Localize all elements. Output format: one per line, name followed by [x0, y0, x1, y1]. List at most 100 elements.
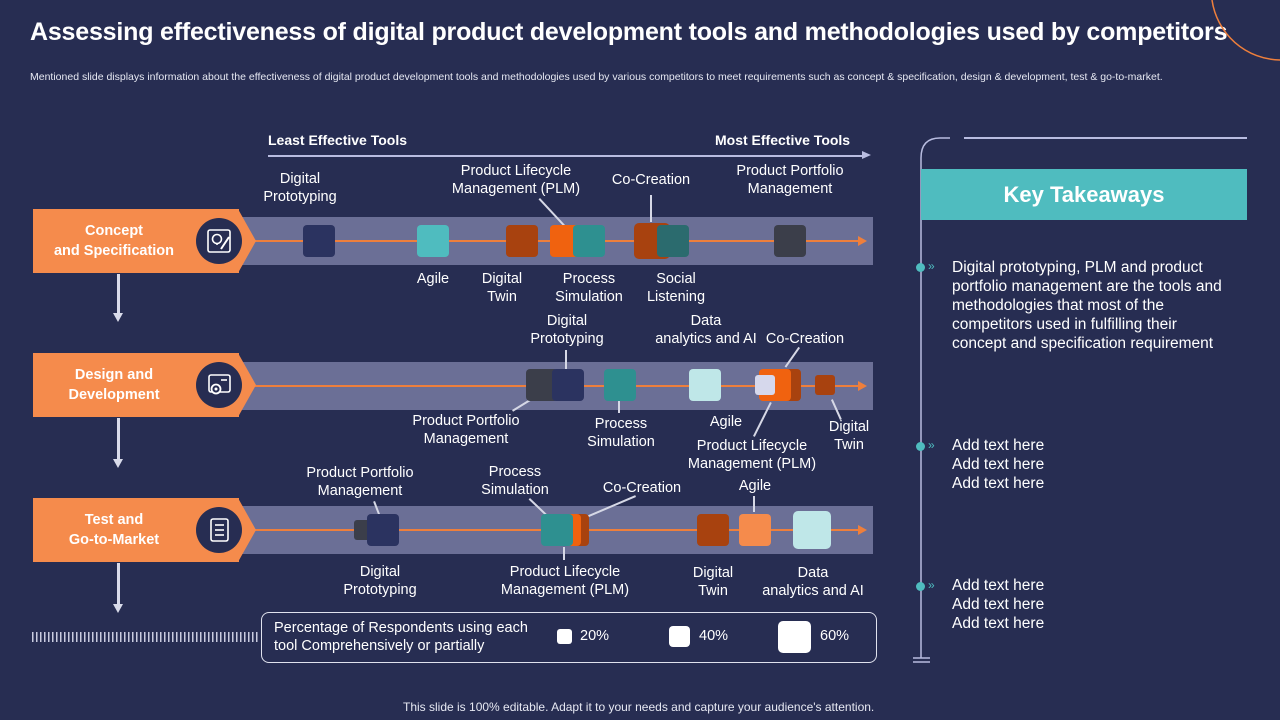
tool-label-line2: Management (PLM) [687, 456, 817, 472]
leader-line [565, 350, 567, 370]
flow-arrowhead-2 [113, 459, 123, 468]
tool-label-line2: Prototyping [530, 331, 604, 347]
flow-arrowhead-3 [113, 604, 123, 613]
tool-label: Agile [710, 413, 742, 431]
takeaway-point-3: Add text here Add text here Add text her… [952, 576, 1044, 633]
tool-label-line2: analytics and AI [762, 583, 864, 599]
tool-marker [573, 225, 605, 257]
stage-design-tip [238, 353, 256, 417]
stage-test-line1: Test and [84, 512, 144, 528]
tool-label-line1: Digital [546, 313, 588, 329]
tool-label-line1: Data [797, 565, 829, 581]
legend-label-60: 60% [820, 628, 850, 644]
tool-label: Co-Creation [766, 330, 844, 348]
tool-label: Digital Prototyping [263, 170, 336, 206]
tool-label-line1: Process [562, 271, 616, 287]
tool-label: Data analytics and AI [655, 312, 757, 348]
tool-label-line2: Listening [646, 289, 706, 305]
chevron-right-icon: » [928, 438, 935, 452]
gear-screen-icon [196, 362, 242, 408]
takeaway-1-line-3: methodologies that most of the [952, 297, 1164, 314]
tool-label: Product Portfolio Management [412, 412, 519, 448]
tool-marker [689, 369, 721, 401]
tool-label-line1: Digital [279, 171, 321, 187]
tool-label-line2: Management (PLM) [500, 582, 630, 598]
takeaway-1-line-5: concept and specification requirement [952, 335, 1214, 352]
stage-concept-tip [238, 209, 256, 273]
takeaway-bullet-2 [916, 442, 925, 451]
tool-label-line1: Agile [738, 478, 772, 494]
takeaway-bullet-1 [916, 263, 925, 272]
tool-label-line1: Digital [828, 419, 870, 435]
tool-label-line2: Twin [487, 289, 517, 305]
tool-label-line1: Product Portfolio [306, 465, 414, 481]
tool-marker [815, 375, 835, 395]
corner-arc-decoration [1211, 0, 1280, 61]
legend-swatch-20 [557, 629, 572, 644]
takeaway-2-line-3: Add text here [952, 475, 1045, 492]
tool-marker [657, 225, 689, 257]
page-subtitle: Mentioned slide displays information abo… [30, 71, 1163, 83]
tool-label: Digital Twin [829, 418, 869, 454]
tool-label-line1: Co-Creation [611, 172, 691, 188]
stage-test-tip [238, 498, 256, 562]
tool-label-line2: Management [423, 431, 509, 447]
tool-label: Process Simulation [555, 270, 623, 306]
effectiveness-axis-line [268, 155, 864, 157]
tool-label-line1: Product Lifecycle [696, 438, 808, 454]
tool-label-line1: Agile [416, 271, 450, 287]
effectiveness-axis-arrowhead [862, 151, 871, 159]
row-arrowhead-test [858, 525, 867, 535]
tool-label-line1: Product Lifecycle [460, 163, 572, 179]
tool-marker [774, 225, 806, 257]
chevron-right-icon: » [928, 578, 935, 592]
tool-label-line1: Digital [692, 565, 734, 581]
takeaway-bullet-3 [916, 582, 925, 591]
tool-label-line1: Social [656, 271, 696, 287]
tool-label-line1: Co-Creation [602, 480, 682, 496]
tool-marker [303, 225, 335, 257]
tool-label-line1: Co-Creation [765, 331, 845, 347]
stage-design-line1: Design and [74, 367, 154, 383]
takeaway-point-2: Add text here Add text here Add text her… [952, 436, 1044, 493]
tool-label-line2: Simulation [587, 434, 655, 450]
tool-label: Data analytics and AI [762, 564, 864, 600]
tool-label-line1: Product Portfolio [412, 413, 520, 429]
takeaway-3-line-3: Add text here [952, 615, 1045, 632]
takeaway-2-line-2: Add text here [952, 456, 1045, 473]
tool-label: Digital Prototyping [530, 312, 603, 348]
takeaway-2-line-1: Add text here [952, 437, 1045, 454]
tool-label-line2: Prototyping [263, 189, 337, 205]
dashed-divider [32, 632, 260, 642]
takeaway-point-1: Digital prototyping, PLM and product por… [952, 258, 1222, 353]
stage-test-line2: Go-to-Market [68, 532, 160, 548]
tool-label: Product Portfolio Management [736, 162, 843, 198]
tool-label: Product Lifecycle Management (PLM) [452, 162, 580, 198]
tool-label-line2: analytics and AI [655, 331, 757, 347]
legend-caption-line1: Percentage of Respondents using each [274, 620, 528, 636]
takeaways-top-line [964, 137, 1247, 139]
tool-label: Product Lifecycle Management (PLM) [501, 563, 629, 599]
tool-marker [793, 511, 831, 549]
tool-label-line2: Simulation [481, 482, 549, 498]
flow-arrow-shaft-3 [117, 563, 120, 605]
tool-label-line1: Agile [709, 414, 743, 430]
flow-arrowhead-1 [113, 313, 123, 322]
takeaway-3-line-1: Add text here [952, 577, 1045, 594]
tool-label: Product Lifecycle Management (PLM) [688, 437, 816, 473]
stage-design-line2: Development [68, 387, 160, 403]
tool-label-line2: Prototyping [343, 582, 417, 598]
takeaway-1-line-4: competitors used in fulfilling their [952, 316, 1177, 333]
key-takeaways-heading: Key Takeaways [921, 169, 1247, 220]
flow-arrow-shaft-2 [117, 418, 120, 460]
tool-marker [604, 369, 636, 401]
tool-marker [739, 514, 771, 546]
tool-label: Digital Prototyping [343, 563, 416, 599]
tool-label: Digital Twin [482, 270, 522, 306]
tool-label: Co-Creation [612, 171, 690, 189]
takeaway-1-line-1: Digital prototyping, PLM and product [952, 259, 1203, 276]
legend-box [261, 612, 877, 663]
tool-marker [541, 514, 573, 546]
tool-label-line1: Product Portfolio [736, 163, 844, 179]
tool-marker [552, 369, 584, 401]
